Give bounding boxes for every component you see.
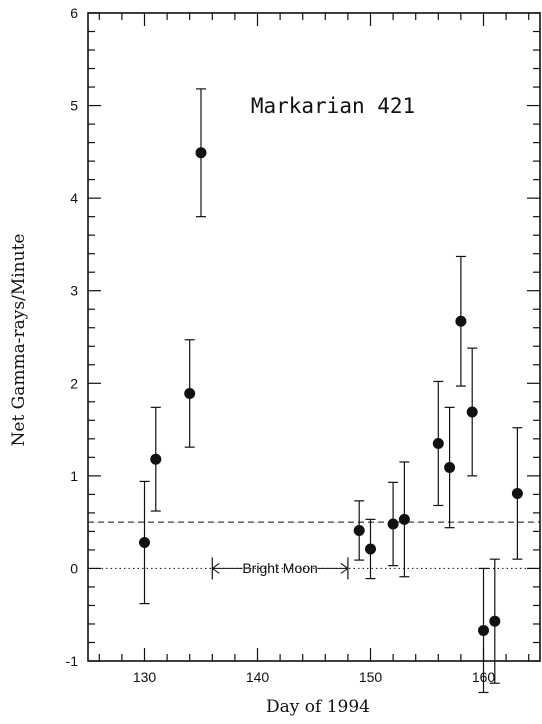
data-point [432,437,444,449]
data-point [489,615,501,627]
data-point [139,537,150,549]
y-tick-label: 5 [70,98,78,114]
y-tick-label: 1 [70,468,78,484]
data-point [455,315,467,327]
data-point [444,462,456,474]
bright-moon-label: Bright Moon [242,560,317,576]
x-tick-label: 150 [359,669,383,685]
x-axis-title: Day of 1994 [266,697,370,717]
y-tick-label: 4 [70,190,78,206]
bright-moon-right-arrowhead [340,563,349,574]
y-tick-label: 3 [70,283,78,299]
plot-frame [87,12,541,662]
data-point [353,524,365,536]
x-tick-label: 130 [133,669,157,685]
data-point [478,624,489,636]
y-axis-title: Net Gamma-rays/Minute [9,234,29,447]
data-point [398,513,410,525]
reference-lines-layer [88,521,540,569]
x-tick-label: 140 [246,669,270,685]
data-point [184,387,196,399]
data-point [511,487,523,499]
annotation-layer: Bright Moon [211,557,349,580]
y-tick-label: 6 [70,5,78,21]
bright-moon-left-arrowhead [211,563,220,574]
data-point [387,518,399,530]
y-tick-label: 2 [70,375,78,391]
data-point [150,453,162,465]
data-point [195,147,207,159]
chart-title: Markarian 421 [251,94,415,118]
data-points-layer [139,88,523,694]
data-point [466,406,478,418]
data-point [365,543,376,555]
y-tick-label: 0 [70,560,78,576]
y-tick-label: -1 [66,653,79,669]
